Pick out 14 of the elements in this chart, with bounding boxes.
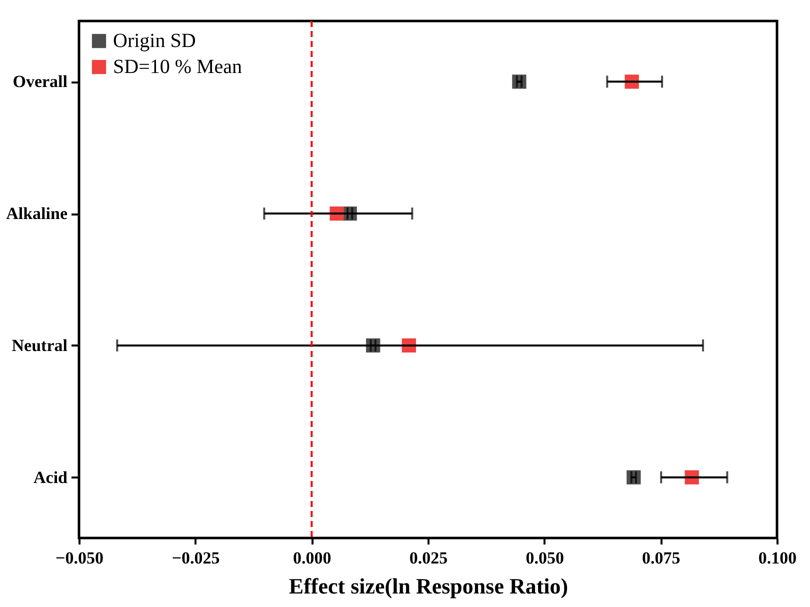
x-tick-label: 0.075 [642,548,680,568]
y-tick-label: Neutral [12,336,68,355]
y-tick-label: Overall [12,72,68,92]
legend-label: SD=10 % Mean [113,56,242,78]
x-tick-label: 0.100 [758,548,797,568]
x-tick-label: −0.050 [56,548,104,568]
y-tick-label: Alkaline [6,204,68,224]
x-axis-title: Effect size(ln Response Ratio) [288,574,568,598]
x-tick-label: −0.025 [172,548,220,568]
y-tick-label: Acid [34,468,68,487]
legend-label: Origin SD [113,30,196,52]
x-tick-label: 0.050 [526,548,564,568]
x-tick-label: 0.000 [293,548,332,568]
x-tick-label: 0.025 [409,548,448,568]
